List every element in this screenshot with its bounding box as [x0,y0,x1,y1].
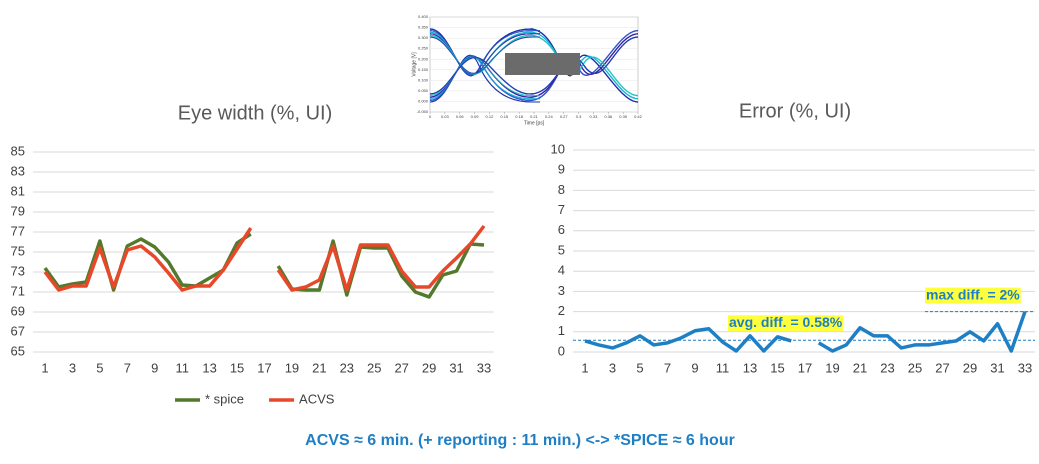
y-tick-label: 2 [558,303,565,318]
y-tick-label: 8 [558,182,565,197]
x-tick-label: 17 [798,360,812,375]
y-tick-label: 0.200 [418,56,429,61]
y-tick-label: 79 [11,203,25,218]
x-tick-label: 13 [743,360,757,375]
y-axis-label: Voltage [V] [411,52,417,77]
y-tick-label: 5 [558,242,565,257]
x-tick-label: 11 [175,360,189,375]
y-tick-label: 0.400 [418,14,429,19]
x-tick-label: 27 [935,360,949,375]
x-tick-label: 21 [312,360,326,375]
y-tick-label: 67 [11,323,25,338]
x-tick-label: 0.27 [560,114,569,119]
y-tick-label: 75 [11,243,25,258]
x-tick-label: 19 [285,360,299,375]
y-tick-label: 0.300 [418,35,429,40]
x-tick-label: 19 [825,360,839,375]
x-tick-label: 7 [124,360,131,375]
annotation: max diff. = 2% [926,286,1020,302]
x-tick-label: 5 [636,360,643,375]
x-tick-label: 0.12 [486,114,495,119]
x-axis-label: Time [ps] [524,120,545,126]
x-tick-label: 0.06 [456,114,465,119]
y-tick-label: 0.100 [418,77,429,82]
x-tick-label: 27 [394,360,408,375]
y-tick-label: 85 [11,143,25,158]
x-tick-label: 13 [202,360,216,375]
legend-label: ACVS [299,391,335,406]
x-tick-label: 29 [422,360,436,375]
chart-title: Eye width (%, UI) [178,102,332,124]
x-tick-label: 1 [581,360,588,375]
x-tick-label: 21 [853,360,867,375]
y-tick-label: 83 [11,163,25,178]
x-tick-label: 0.09 [471,114,480,119]
y-tick-label: 4 [558,263,565,278]
x-tick-label: 0.21 [530,114,539,119]
x-tick-label: 0.33 [590,114,599,119]
series-line [45,226,484,290]
slide: ACVS ≈ 6 min. (+ reporting : 11 min.) <-… [0,0,1039,459]
y-tick-label: 9 [558,162,565,177]
x-tick-label: 0.15 [500,114,509,119]
legend-label: * spice [205,391,244,406]
y-tick-label: 1 [558,323,565,338]
y-tick-label: 0.150 [418,67,429,72]
x-tick-label: 5 [96,360,103,375]
y-tick-label: 69 [11,303,25,318]
chart-title: Error (%, UI) [739,100,851,122]
x-tick-label: 7 [664,360,671,375]
y-tick-label: 6 [558,222,565,237]
y-tick-label: 0.050 [418,88,429,93]
x-tick-label: 23 [340,360,354,375]
x-tick-label: 1 [41,360,48,375]
y-tick-label: 71 [11,283,25,298]
y-tick-label: 3 [558,283,565,298]
y-tick-label: 81 [11,183,25,198]
x-tick-label: 23 [880,360,894,375]
y-tick-label: 73 [11,263,25,278]
x-tick-label: 15 [230,360,244,375]
x-tick-label: 0.36 [604,114,613,119]
x-tick-label: 25 [908,360,922,375]
y-tick-label: 10 [551,141,565,156]
y-tick-label: 0.000 [418,99,429,104]
eye-mask [505,53,580,75]
x-tick-label: 11 [716,360,730,375]
y-tick-label: -0.050 [417,109,429,114]
y-tick-label: 0.350 [418,25,429,30]
x-tick-label: 31 [990,360,1004,375]
y-tick-label: 7 [558,202,565,217]
x-tick-label: 15 [770,360,784,375]
x-tick-label: 33 [1018,360,1032,375]
caption: ACVS ≈ 6 min. (+ reporting : 11 min.) <-… [305,432,735,449]
y-tick-label: 77 [11,223,25,238]
y-tick-label: 0.250 [418,46,429,51]
x-tick-label: 9 [151,360,158,375]
x-tick-label: 3 [609,360,616,375]
x-tick-label: 3 [69,360,76,375]
x-tick-label: 0.42 [634,114,643,119]
x-tick-label: 0.03 [441,114,450,119]
x-tick-label: 9 [691,360,698,375]
y-tick-label: 0 [558,343,565,358]
x-tick-label: 0.18 [515,114,524,119]
x-tick-label: 0.3 [576,114,582,119]
x-tick-label: 33 [477,360,491,375]
annotation: avg. diff. = 0.58% [729,314,843,330]
x-tick-label: 31 [449,360,463,375]
x-tick-label: 25 [367,360,381,375]
x-tick-label: 0.24 [545,114,554,119]
y-tick-label: 65 [11,343,25,358]
x-tick-label: 17 [257,360,271,375]
x-tick-label: 0.39 [619,114,628,119]
x-tick-label: 29 [963,360,977,375]
